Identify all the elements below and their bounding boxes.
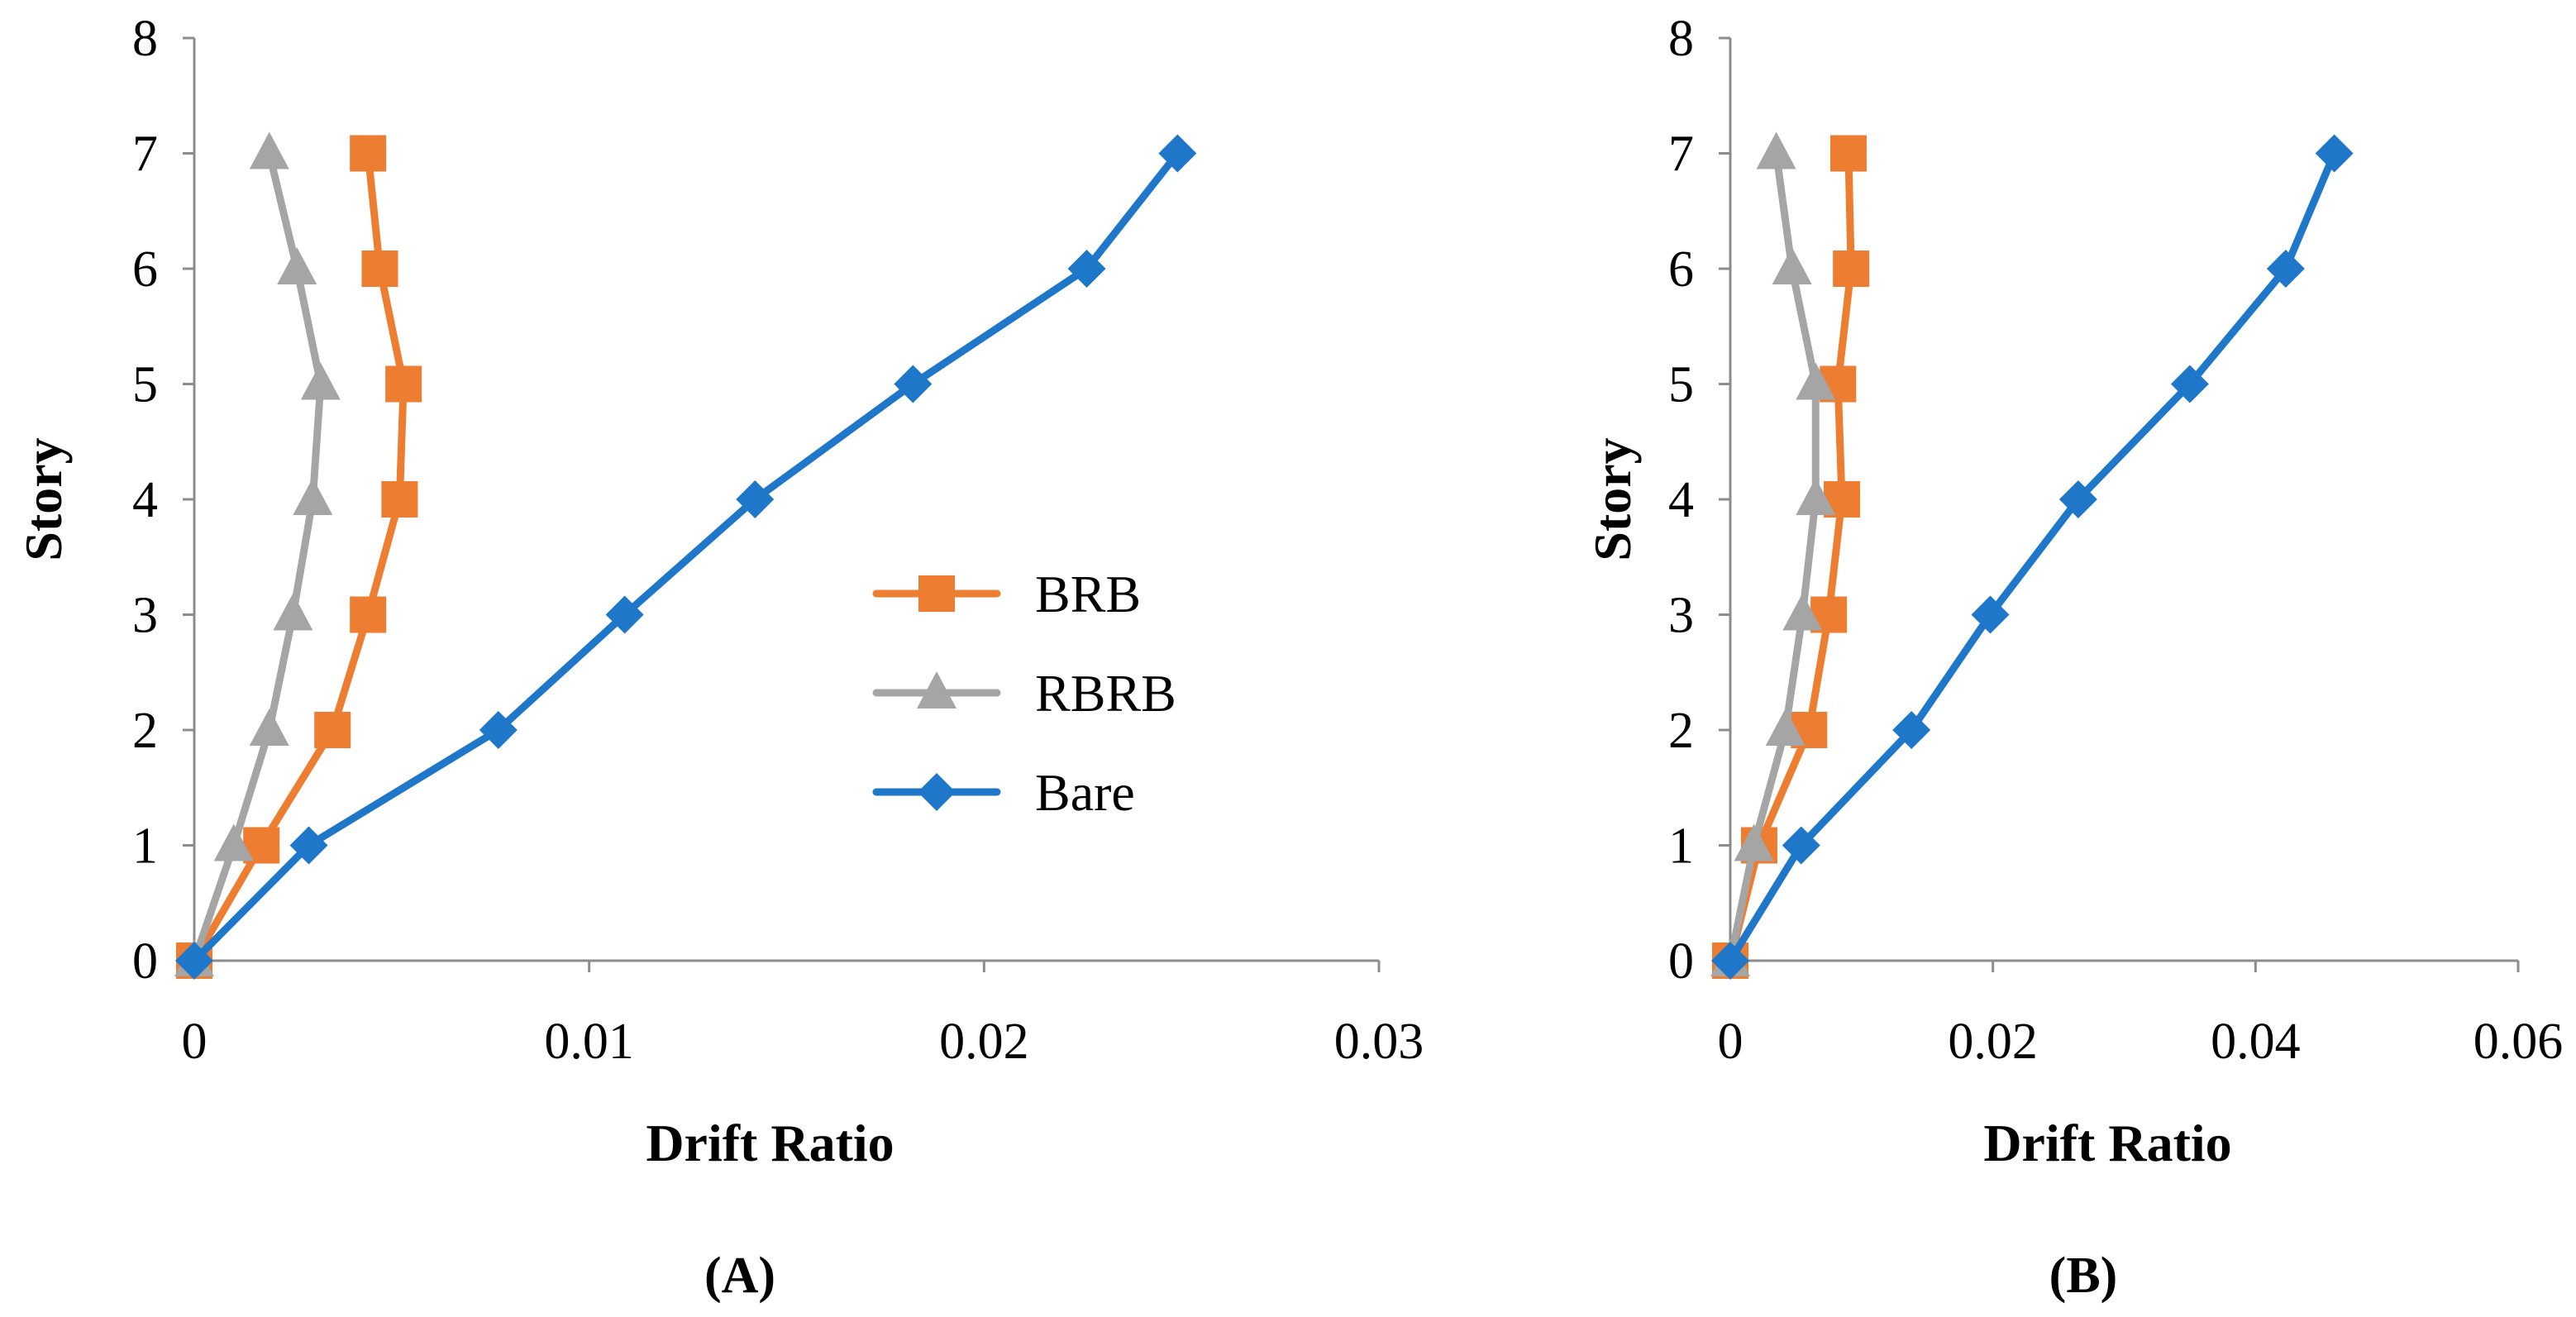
series-line-brb	[1726, 150, 1855, 965]
legend-marker-brb	[918, 575, 955, 612]
y-tick-label: 7	[1668, 126, 1694, 183]
x-axis-title: Drift Ratio	[646, 1114, 894, 1172]
series-line-rbrb	[1726, 150, 1820, 965]
x-axis-title: Drift Ratio	[1983, 1114, 2231, 1172]
y-tick-label: 2	[132, 703, 158, 759]
data-point-brb	[361, 251, 398, 287]
x-tick-label: 0	[182, 1014, 208, 1070]
data-point-brb	[385, 365, 422, 403]
data-point-bare	[736, 480, 775, 518]
panel-label: (A)	[704, 1248, 775, 1304]
y-axis-title: Story	[1583, 437, 1642, 561]
data-point-bare	[2170, 365, 2209, 403]
y-tick-label: 6	[1668, 241, 1694, 298]
x-tick-label: 0.02	[939, 1014, 1029, 1070]
data-point-bare	[605, 595, 644, 634]
legend-label-bare: Bare	[1035, 763, 1135, 822]
data-point-rbrb	[1796, 478, 1836, 515]
series-line-rbrb	[190, 150, 325, 965]
data-point-bare	[1158, 134, 1197, 173]
data-point-rbrb	[1765, 709, 1806, 746]
legend-marker-bare	[918, 773, 956, 811]
data-point-brb	[1833, 251, 1870, 287]
x-tick-label: 0.04	[2211, 1014, 2301, 1070]
y-tick-label: 8	[132, 11, 158, 67]
chart-panel-a: 0 1 2 3 4 5 6 7 8 0 0.01 0.02 0.03 Story Drift Ratio (A…	[14, 11, 1424, 1304]
data-point-bare	[1971, 595, 2010, 634]
x-tick-label: 0.01	[544, 1014, 634, 1070]
data-point-rbrb	[249, 709, 289, 746]
series-line-bare	[190, 150, 1181, 965]
y-axis-title: Story	[14, 437, 73, 561]
legend-label-brb: BRB	[1035, 565, 1141, 623]
data-point-brb	[350, 135, 387, 172]
y-tick-label: 3	[132, 588, 158, 644]
x-tick-label: 0.03	[1334, 1014, 1424, 1070]
data-point-bare	[289, 826, 328, 865]
data-point-bare	[2315, 134, 2354, 173]
data-point-bare	[894, 365, 933, 403]
y-tick-label: 2	[1668, 703, 1694, 759]
y-tick-label: 1	[1668, 818, 1694, 875]
data-point-rbrb	[1756, 131, 1796, 169]
legend-marker-rbrb	[917, 671, 956, 709]
y-tick-label: 8	[1668, 11, 1694, 67]
data-point-bare	[1067, 250, 1106, 288]
x-tick-label: 0.06	[2473, 1014, 2564, 1070]
y-tick-label: 5	[132, 357, 158, 413]
y-tick-label: 0	[1668, 933, 1694, 990]
y-tick-label: 0	[132, 933, 158, 990]
data-point-bare	[479, 711, 518, 749]
y-tick-label: 7	[132, 126, 158, 183]
data-point-bare	[175, 942, 213, 980]
chart-panel-b: 0 1 2 3 4 5 6 7 8 0 0.02 0.04 0.06 Story Drift Ratio (B…	[1583, 11, 2563, 1304]
data-point-rbrb	[1796, 362, 1836, 400]
panel-label: (B)	[2049, 1248, 2118, 1304]
data-point-brb	[1829, 135, 1867, 172]
x-tick-label: 0	[1718, 1014, 1744, 1070]
y-tick-label: 5	[1668, 357, 1694, 413]
data-point-brb	[381, 481, 418, 518]
data-point-rbrb	[277, 247, 317, 284]
data-point-rbrb	[213, 823, 254, 861]
series-line-brb	[190, 150, 408, 965]
data-point-rbrb	[300, 362, 341, 400]
y-tick-label: 4	[1668, 472, 1694, 528]
data-point-bare	[1892, 711, 1931, 749]
y-tick-label: 3	[1668, 588, 1694, 644]
y-tick-label: 1	[132, 818, 158, 875]
data-point-brb	[314, 712, 351, 748]
data-point-bare	[2266, 250, 2305, 288]
data-point-rbrb	[1772, 247, 1812, 284]
y-tick-label: 4	[132, 472, 158, 528]
data-point-rbrb	[273, 593, 313, 631]
y-tick-label: 6	[132, 241, 158, 298]
data-point-bare	[1711, 942, 1749, 980]
data-point-rbrb	[1782, 593, 1823, 631]
data-point-rbrb	[1734, 823, 1774, 861]
data-point-brb	[350, 596, 387, 633]
data-point-bare	[1782, 826, 1820, 865]
x-tick-label: 0.02	[1948, 1014, 2038, 1070]
series-line-bare	[1726, 150, 2339, 965]
data-point-rbrb	[293, 478, 333, 515]
legend-label-rbrb: RBRB	[1035, 664, 1176, 723]
data-point-bare	[2058, 480, 2097, 518]
data-point-rbrb	[249, 131, 289, 169]
